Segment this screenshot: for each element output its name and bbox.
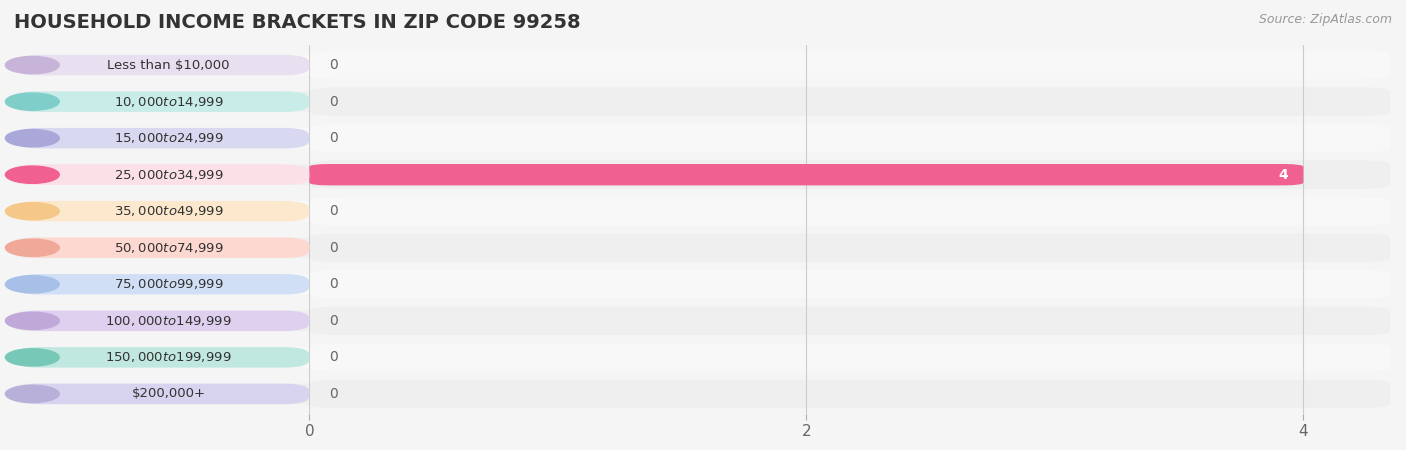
Text: Less than $10,000: Less than $10,000: [107, 58, 231, 72]
Text: HOUSEHOLD INCOME BRACKETS IN ZIP CODE 99258: HOUSEHOLD INCOME BRACKETS IN ZIP CODE 99…: [14, 14, 581, 32]
Text: $25,000 to $34,999: $25,000 to $34,999: [114, 168, 224, 182]
FancyBboxPatch shape: [309, 270, 1391, 298]
FancyBboxPatch shape: [309, 124, 1391, 153]
Text: $50,000 to $74,999: $50,000 to $74,999: [114, 241, 224, 255]
Text: $100,000 to $149,999: $100,000 to $149,999: [105, 314, 232, 328]
Text: $35,000 to $49,999: $35,000 to $49,999: [114, 204, 224, 218]
Text: 0: 0: [329, 204, 337, 218]
FancyBboxPatch shape: [309, 306, 1391, 335]
FancyBboxPatch shape: [309, 197, 1391, 225]
FancyBboxPatch shape: [309, 51, 1391, 79]
Text: $75,000 to $99,999: $75,000 to $99,999: [114, 277, 224, 291]
Text: 0: 0: [329, 94, 337, 108]
Text: 0: 0: [329, 58, 337, 72]
Text: $200,000+: $200,000+: [132, 387, 205, 400]
Text: $150,000 to $199,999: $150,000 to $199,999: [105, 351, 232, 364]
Text: 0: 0: [329, 131, 337, 145]
Text: 0: 0: [329, 314, 337, 328]
FancyBboxPatch shape: [309, 380, 1391, 408]
Text: 0: 0: [329, 241, 337, 255]
Text: $10,000 to $14,999: $10,000 to $14,999: [114, 94, 224, 108]
Text: $15,000 to $24,999: $15,000 to $24,999: [114, 131, 224, 145]
Text: 0: 0: [329, 387, 337, 401]
FancyBboxPatch shape: [309, 161, 1391, 189]
Text: 0: 0: [329, 277, 337, 291]
FancyBboxPatch shape: [309, 87, 1391, 116]
FancyBboxPatch shape: [309, 343, 1391, 372]
Text: 0: 0: [329, 351, 337, 364]
FancyBboxPatch shape: [309, 164, 1303, 185]
FancyBboxPatch shape: [309, 234, 1391, 262]
Text: Source: ZipAtlas.com: Source: ZipAtlas.com: [1258, 14, 1392, 27]
Text: 4: 4: [1278, 168, 1288, 182]
